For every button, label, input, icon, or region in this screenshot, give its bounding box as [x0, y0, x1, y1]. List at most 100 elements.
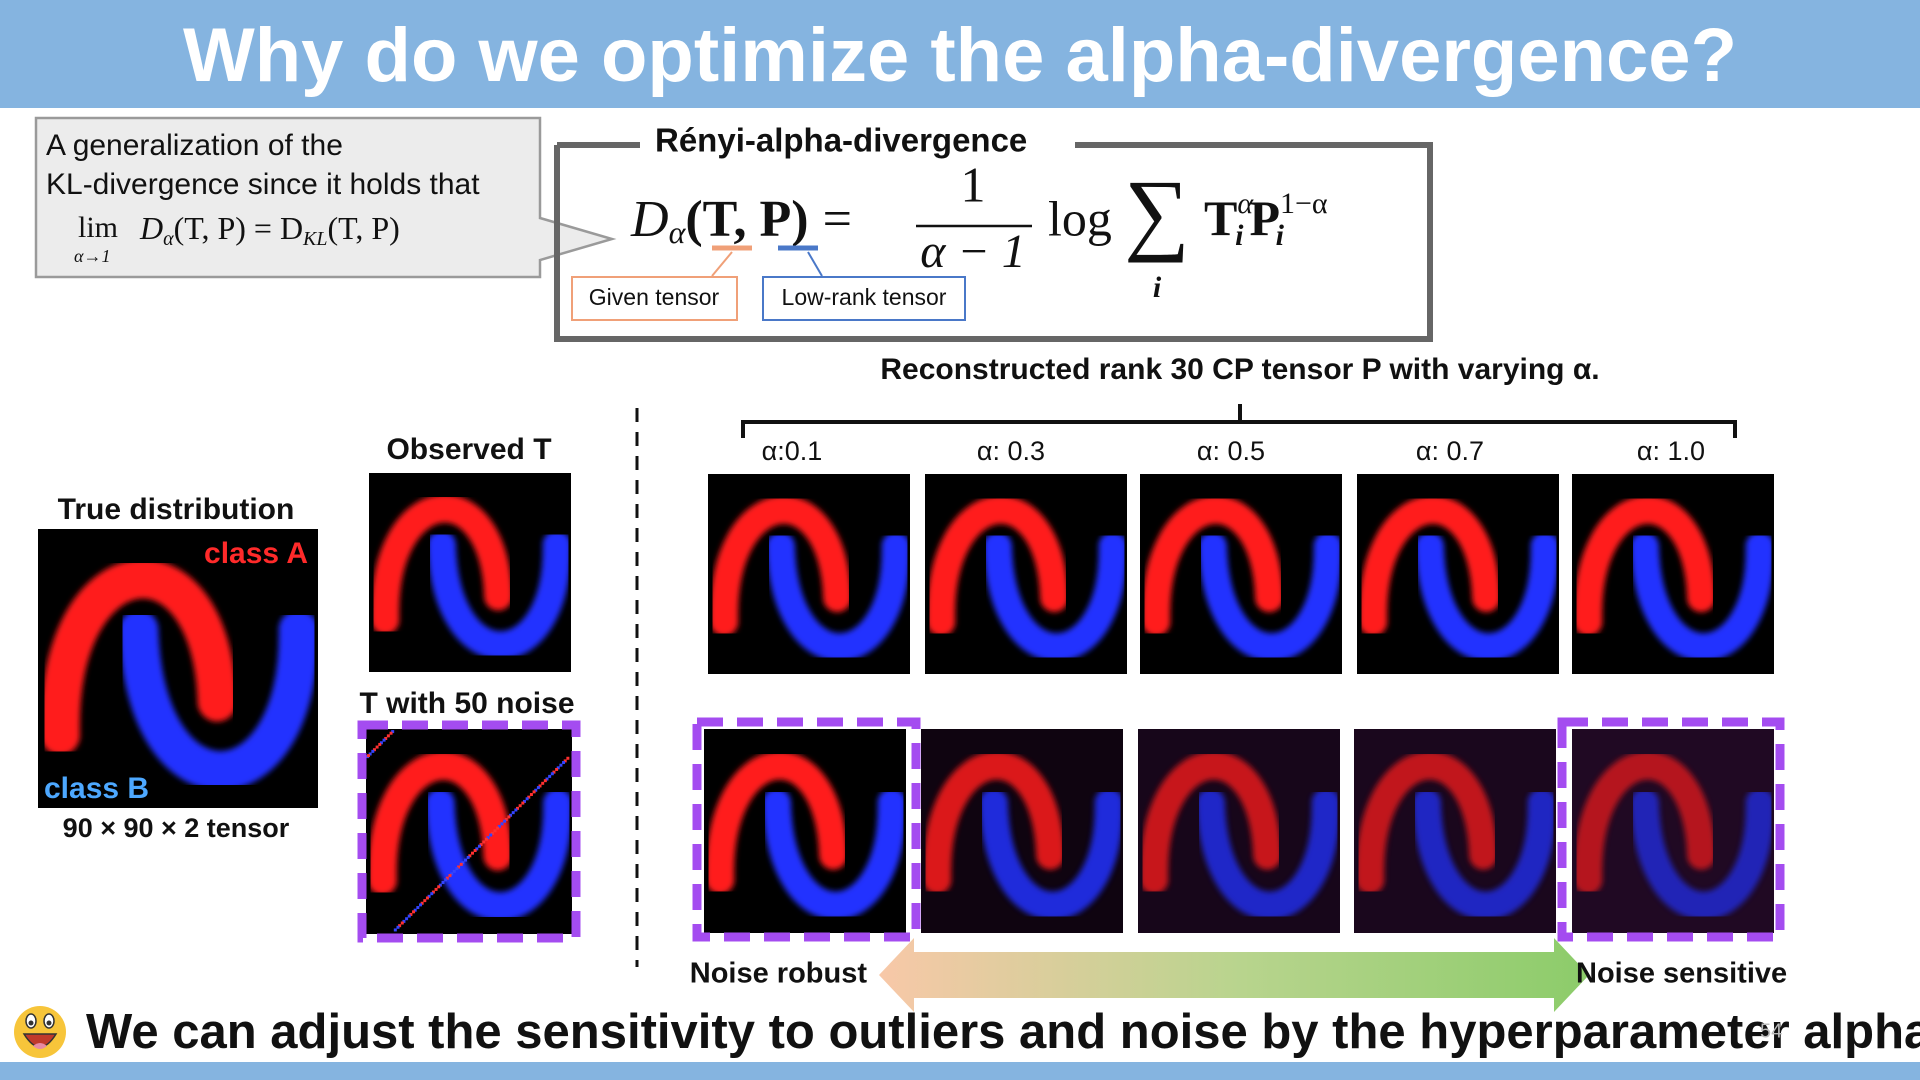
noise-dot: [402, 919, 406, 923]
limit-formula: Dα(T, P) = DKL(T, P): [139, 210, 400, 249]
blue-moon: [1412, 788, 1557, 920]
noise-dot: [466, 855, 470, 859]
noise-dot: [416, 906, 420, 910]
noise-dot: [468, 854, 472, 858]
red-moon: [1142, 495, 1284, 637]
low-rank-tag: [762, 276, 966, 321]
sum-index: i: [1153, 271, 1162, 304]
noise-dot: [371, 749, 375, 753]
formula-sub: i: [1235, 219, 1244, 252]
noise-dot: [450, 872, 454, 876]
observed-title: Observed T: [386, 433, 551, 466]
blue-moon: [1630, 788, 1775, 920]
noise-dot: [482, 840, 486, 844]
noise-dot: [464, 858, 468, 862]
low-rank-pointer: [807, 251, 823, 277]
renyi-title: Rényi-alpha-divergence: [655, 122, 1027, 159]
noise-dot: [434, 887, 438, 891]
red-moon: [923, 751, 1065, 895]
alpha-label: α: 1.0: [1637, 436, 1705, 466]
noise-dot: [461, 861, 465, 865]
noise-dot: [452, 869, 456, 873]
blue-moon: [983, 531, 1128, 662]
footer-band: [0, 1062, 1920, 1080]
class-a-label: class A: [204, 537, 308, 570]
noise-dot: [430, 892, 434, 896]
noise-dot: [541, 781, 545, 785]
moon-plot: [1572, 729, 1775, 933]
blue-moon: [1198, 531, 1343, 662]
given-pointer: [711, 251, 733, 277]
noise-dot: [389, 731, 393, 735]
blue-moon: [762, 788, 907, 920]
noise-dot: [534, 788, 538, 792]
noise-dot: [444, 878, 448, 882]
renyi-box: [554, 142, 1433, 342]
noise-dot: [555, 767, 559, 771]
red-moon: [1140, 751, 1282, 895]
header-band: [0, 0, 1920, 108]
noise-dot: [382, 738, 386, 742]
reconstruction-title: Reconstructed rank 30 CP tensor P with v…: [880, 353, 1599, 386]
callout-text: A generalization of the: [46, 129, 343, 162]
noise-dot: [437, 885, 441, 889]
noise-dot: [518, 804, 522, 808]
noise-robust-label: Noise robust: [690, 958, 868, 990]
noise-dot: [459, 862, 463, 866]
given-label: Given tensor: [589, 284, 720, 310]
renyi-terms: Tα i P1−α i: [1204, 187, 1328, 252]
moon-plot: [925, 474, 1128, 674]
red-moon: [371, 494, 513, 635]
red-moon: [927, 495, 1069, 637]
noise-dot: [413, 908, 417, 912]
noisy-title: T with 50 noise: [359, 687, 574, 720]
noise-dot: [412, 910, 416, 914]
noise-dot: [556, 766, 560, 770]
tensor-shape: 90 × 90 × 2 tensor: [63, 813, 290, 843]
formula-part: D: [139, 210, 163, 246]
plots: [38, 473, 1785, 943]
moon-plot: [38, 529, 319, 808]
log: log: [1048, 190, 1112, 246]
noise-dot: [445, 876, 449, 880]
red-moon: [1359, 495, 1501, 637]
noise-dot: [398, 924, 402, 928]
alpha-label: α: 0.5: [1197, 436, 1265, 466]
moon-plot: [708, 474, 911, 674]
red-moon: [40, 559, 237, 756]
formula-part: (T, P): [328, 210, 400, 246]
formula-sup: 1−α: [1280, 187, 1328, 220]
alpha-label: α: 0.7: [1416, 436, 1484, 466]
noise-dot: [545, 777, 549, 781]
noise-dot: [473, 849, 477, 853]
noise-dot: [423, 899, 427, 903]
formula-part: D: [630, 191, 669, 248]
noise-dot: [552, 770, 556, 774]
noise-arrow: [879, 938, 1589, 1012]
formula-part: T: [1204, 190, 1237, 246]
moon-plot: [1572, 474, 1775, 674]
callout-box: [34, 116, 617, 279]
noise-dot: [484, 837, 488, 841]
noise-dot: [507, 815, 511, 819]
noise-dot: [493, 829, 497, 833]
formula-sub: α: [669, 214, 687, 250]
alpha-label: α:0.1: [762, 436, 823, 466]
noise-dot: [514, 808, 518, 812]
red-moon: [368, 751, 513, 896]
true-title: True distribution: [58, 493, 295, 526]
noise-dot: [470, 851, 474, 855]
blue-moon: [427, 530, 572, 660]
noise-dot: [503, 819, 507, 823]
blue-moon: [1415, 531, 1560, 662]
noise-dot: [391, 730, 395, 734]
noise-dot: [497, 824, 501, 828]
page-number: 54: [1760, 1020, 1782, 1042]
noise-dot: [479, 843, 483, 847]
noise-dot: [393, 928, 397, 932]
blue-moon: [1630, 531, 1775, 662]
noise-dot: [525, 797, 529, 801]
formula-sub: i: [1276, 219, 1285, 252]
noise-dot: [529, 793, 533, 797]
